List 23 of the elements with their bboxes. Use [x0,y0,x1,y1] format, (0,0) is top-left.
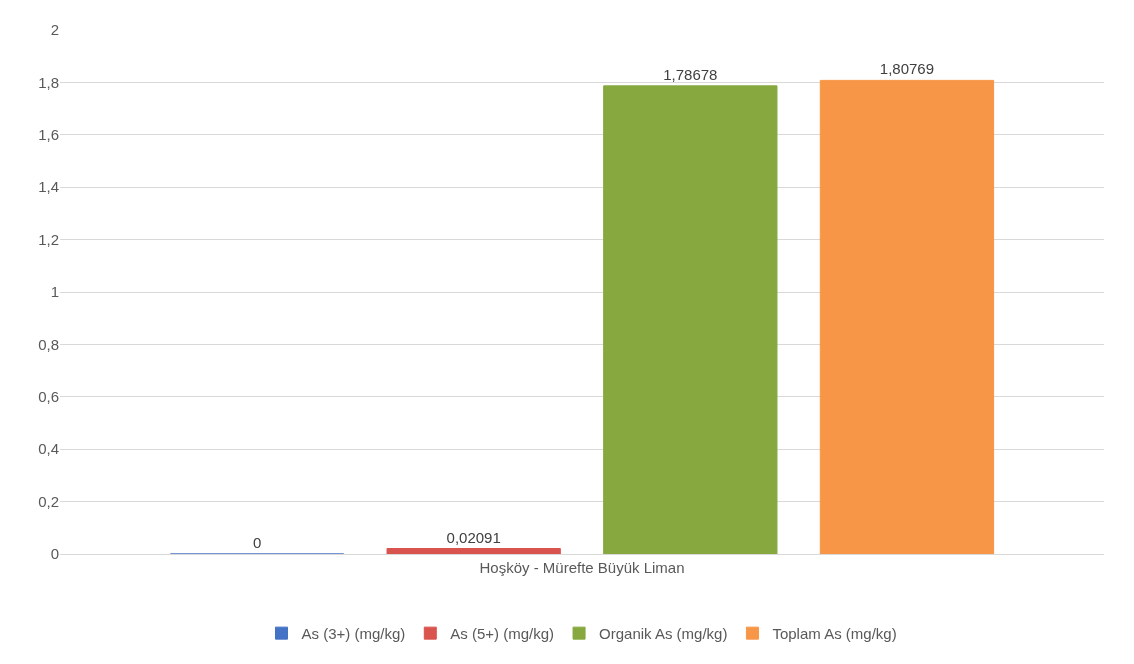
y-tick-label: 0,4 [38,440,59,458]
data-label: 0 [252,534,262,551]
y-tick-label: 1,2 [38,230,59,248]
bar [386,548,561,554]
x-tick-label: Hoşköy - Mürefte Büyük Liman [479,559,685,576]
y-tick-label: 0,2 [38,492,59,510]
legend-label: As (3+) (mg/kg) [301,624,406,642]
bar [603,85,778,554]
y-tick-label: 1,6 [38,126,59,144]
bar [819,79,995,554]
legend-label: Toplam As (mg/kg) [772,624,897,642]
y-tick-label: 2 [50,21,59,39]
y-tick-label: 1,8 [38,73,59,91]
y-tick-label: 1 [50,283,59,301]
y-tick-label: 0,6 [38,388,59,406]
legend-label: Organik As (mg/kg) [599,624,728,642]
legend-label: As (5+) (mg/kg) [450,624,555,642]
y-tick-label: 0 [50,545,59,563]
data-label: 0,02091 [446,528,501,546]
data-label: 1,78678 [663,65,718,83]
y-tick-label: 0,8 [38,335,59,353]
data-label: 1,80769 [879,60,935,78]
y-tick-label: 1,4 [38,178,59,196]
